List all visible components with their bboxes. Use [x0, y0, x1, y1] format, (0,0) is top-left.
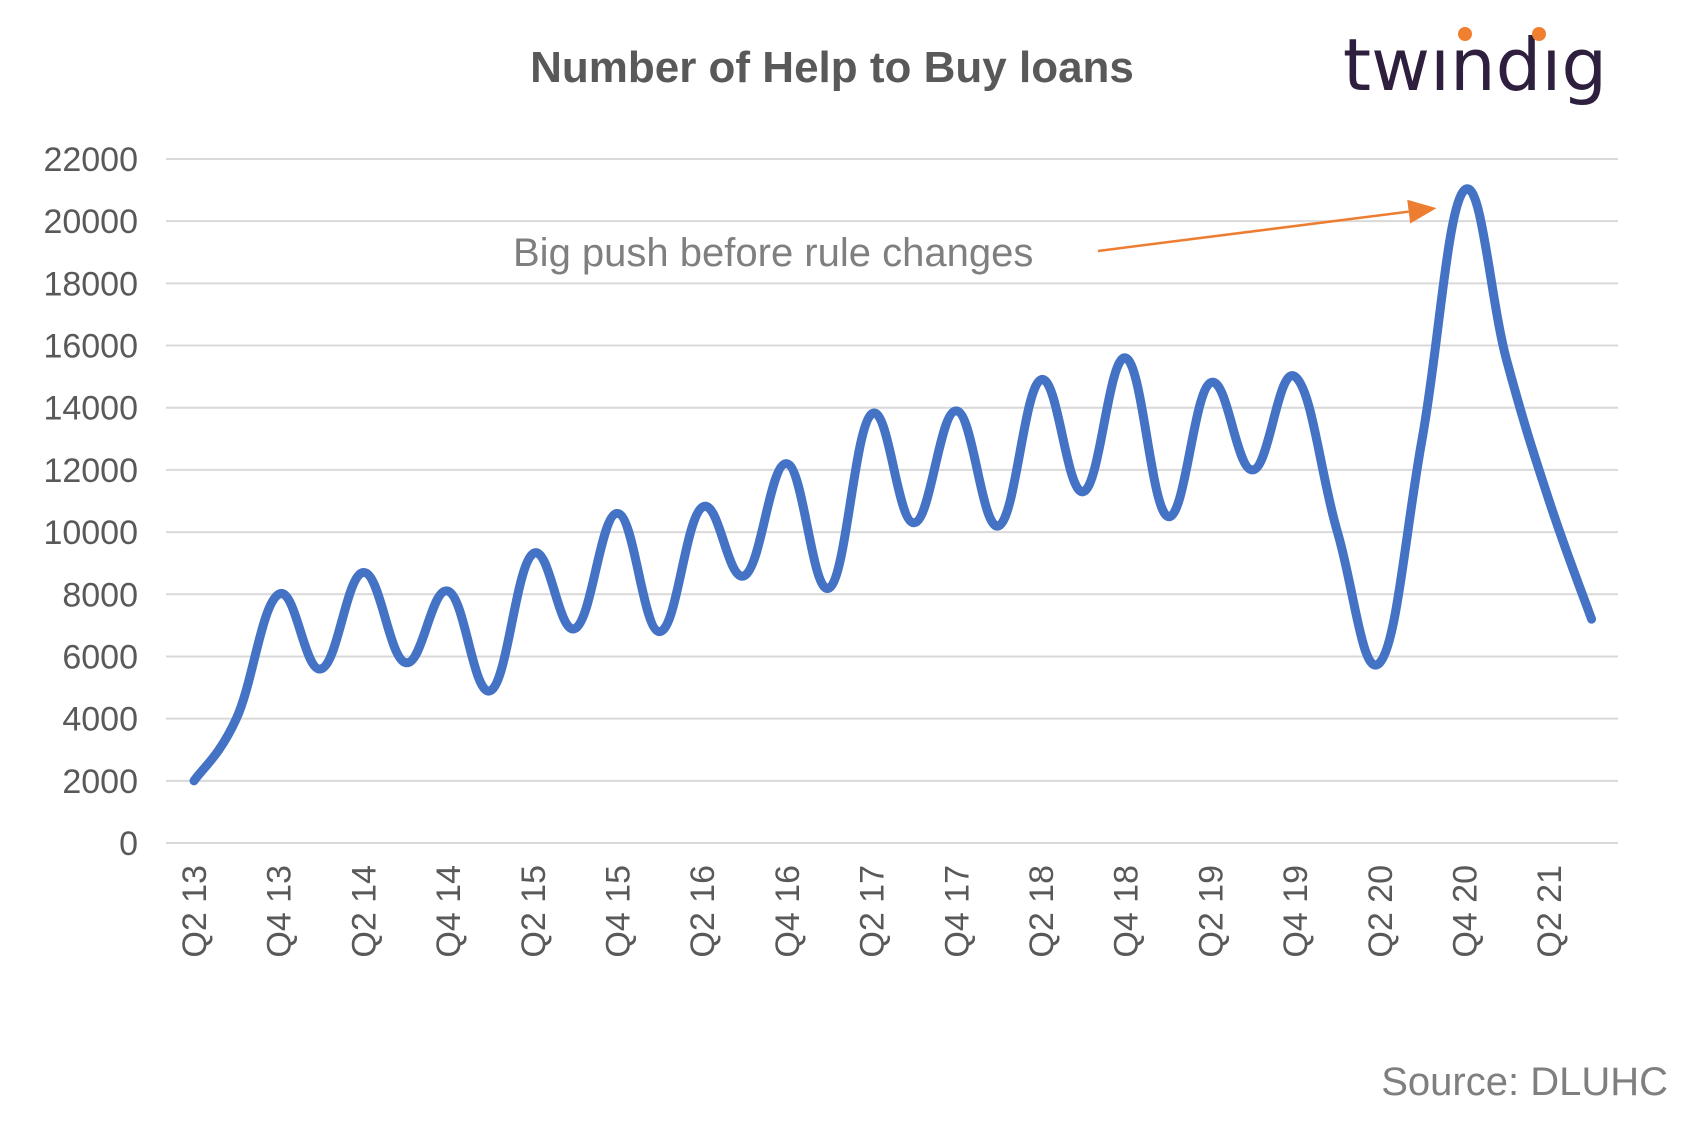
y-tick-label: 14000 — [43, 390, 138, 428]
x-tick-label: Q2 14 — [345, 865, 383, 958]
y-tick-label: 10000 — [43, 514, 138, 552]
y-tick-label: 4000 — [62, 701, 138, 739]
x-tick-label: Q2 18 — [1023, 865, 1061, 958]
x-tick-label: Q4 17 — [938, 865, 976, 958]
x-tick-label: Q2 15 — [515, 865, 553, 958]
x-axis-ticks: Q2 13 Q4 13 Q2 14 Q4 14 Q2 15 Q4 15 Q2 16 Q4 16… — [176, 865, 1569, 958]
annotation-text: Big push before rule changes — [513, 231, 1033, 275]
y-tick-label: 12000 — [43, 452, 138, 490]
x-tick-label: Q2 13 — [176, 865, 214, 958]
twindig-logo: twındıg — [1343, 23, 1607, 107]
source-note: Source: DLUHC — [1381, 1060, 1668, 1104]
x-tick-label: Q2 20 — [1362, 865, 1400, 958]
x-tick-label: Q2 21 — [1531, 865, 1569, 958]
x-tick-label: Q4 14 — [430, 865, 468, 958]
series-line — [189, 184, 1597, 786]
series-layer — [189, 184, 1597, 786]
svg-text:twındıg: twındıg — [1343, 23, 1607, 107]
x-tick-label: Q4 19 — [1277, 865, 1315, 958]
y-axis-ticks: 2200020000180001600014000120001000080006… — [43, 141, 138, 863]
y-tick-label: 8000 — [62, 576, 138, 614]
logo-dot-1 — [1458, 27, 1472, 41]
x-tick-label: Q4 15 — [600, 865, 638, 958]
arrow-head — [1407, 199, 1437, 224]
x-tick-label: Q4 13 — [261, 865, 299, 958]
y-tick-label: 22000 — [43, 141, 138, 179]
y-tick-label: 16000 — [43, 328, 138, 366]
x-tick-label: Q4 18 — [1108, 865, 1146, 958]
x-tick-label: Q2 17 — [854, 865, 892, 958]
chart-title: Number of Help to Buy loans — [530, 43, 1134, 92]
x-tick-label: Q4 16 — [769, 865, 807, 958]
x-tick-label: Q2 19 — [1192, 865, 1230, 958]
y-tick-label: 18000 — [43, 265, 138, 303]
arrow-shaft — [1097, 210, 1409, 253]
y-tick-label: 2000 — [62, 763, 138, 801]
y-tick-label: 20000 — [43, 203, 138, 241]
annotation-arrow — [1097, 199, 1437, 253]
y-tick-label: 6000 — [62, 638, 138, 676]
y-tick-label: 0 — [119, 825, 138, 863]
x-tick-label: Q4 20 — [1447, 865, 1485, 958]
x-tick-label: Q2 16 — [684, 865, 722, 958]
logo-dot-2 — [1532, 27, 1546, 41]
